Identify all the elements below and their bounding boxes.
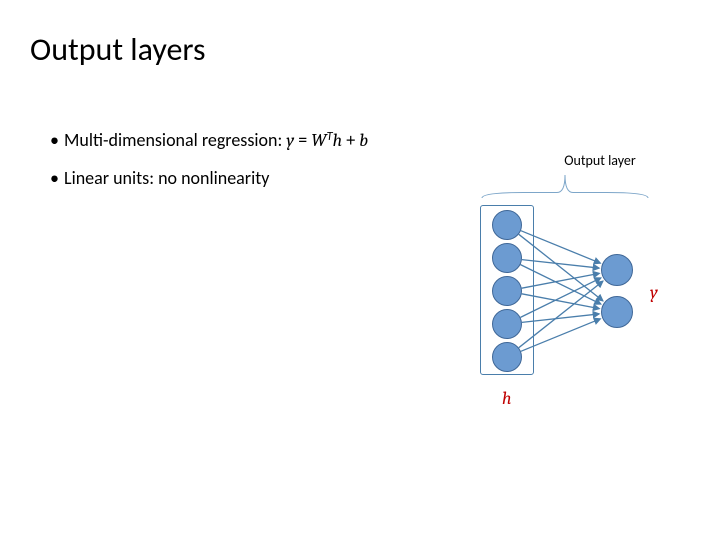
y-label: y — [650, 282, 658, 303]
input-node — [492, 342, 522, 372]
input-node — [492, 210, 522, 240]
output-node — [601, 254, 633, 286]
output-layer-label: Output layer — [540, 152, 660, 169]
network-diagram: Output layer h y — [0, 0, 720, 540]
output-node — [601, 296, 633, 328]
h-label: h — [502, 388, 512, 409]
input-node — [492, 309, 522, 339]
input-node — [492, 276, 522, 306]
curly-bracket — [482, 175, 648, 198]
input-node — [492, 243, 522, 273]
slide: Output layers • Multi-dimensional regres… — [0, 0, 720, 540]
